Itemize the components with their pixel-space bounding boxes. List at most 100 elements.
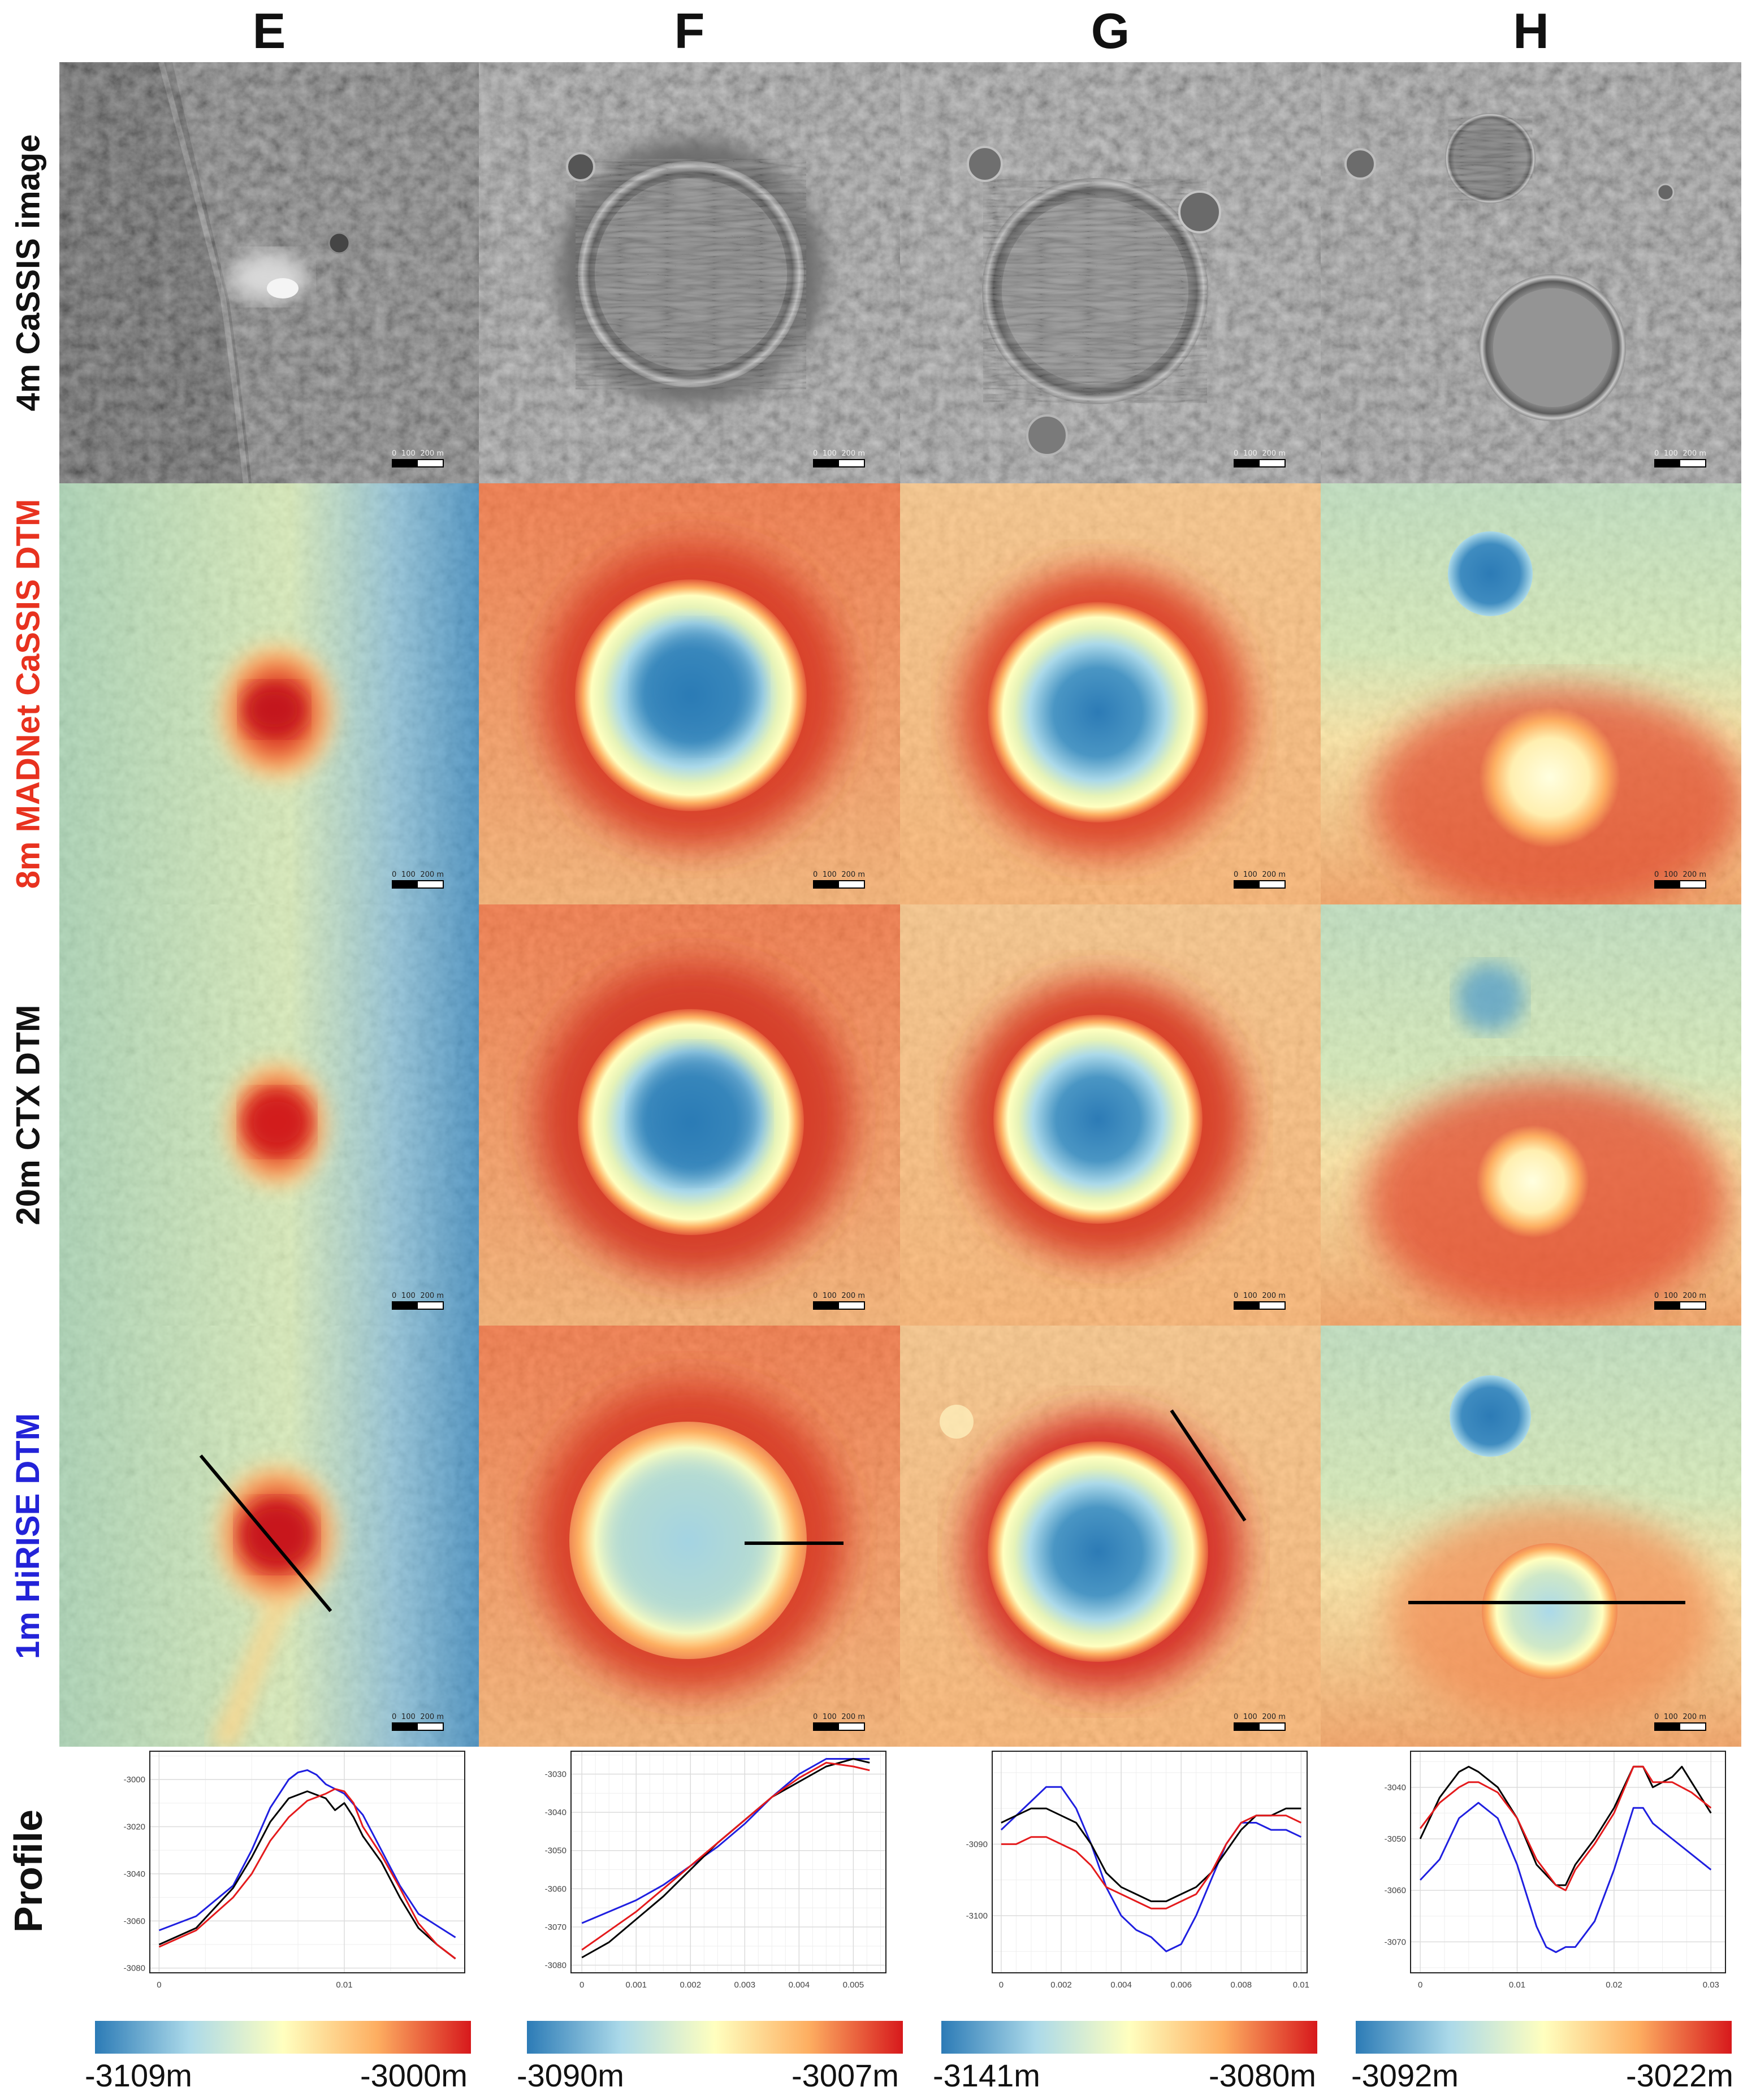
column-title-f: F <box>674 3 705 59</box>
colorbar-max-f: -3007m <box>792 2058 899 2093</box>
colorbar-e <box>95 2021 471 2054</box>
scale-bar: 0 100 200 m <box>1654 1292 1706 1310</box>
series-line-2 <box>1001 1815 1302 1910</box>
profile-line-e <box>199 1454 332 1612</box>
plot-area <box>150 1751 465 1973</box>
profile-chart-h: 0 0.01 0.02 0.03 -3040 -3050 -3060 -3070 <box>1385 1751 1726 1990</box>
profile-chart-g: 0 0.002 0.004 0.006 0.008 0.01 -3090 -3100 <box>966 1751 1309 1990</box>
hirise-dtm-f: 0 100 200 m <box>479 1326 900 1747</box>
row-label-cassis-image: 4m CaSSIS image <box>10 134 47 412</box>
x-tick-label: 0.01 <box>336 1980 352 1990</box>
series-line-2 <box>158 1788 456 1960</box>
series-line-0 <box>1419 1765 1712 1886</box>
plot-frame <box>1410 1751 1726 1973</box>
row-label-ctx-dtm: 20m CTX DTM <box>10 1004 47 1226</box>
scale-bar: 0 100 200 m <box>392 450 444 467</box>
madnet-dtm-f: 0 100 200 m <box>479 483 900 904</box>
plot-area <box>992 1751 1307 1973</box>
scale-bar: 0 100 200 m <box>813 1292 865 1310</box>
ctx-dtm-e: 0 100 200 m <box>59 904 479 1326</box>
series-line-1 <box>1419 1765 1712 1891</box>
row-label-hirise-dtm: 1m HiRISE DTM <box>10 1413 47 1660</box>
profile-chart-e: 0 0.01 -3000 -3020 -3040 -3060 -3080 <box>124 1751 465 1990</box>
colorbar-max-g: -3080m <box>1209 2058 1316 2093</box>
cassis-image-f: 0 100 200 m <box>479 62 900 483</box>
scale-bar: 0 100 200 m <box>392 871 444 889</box>
series-line-1 <box>158 1790 456 1960</box>
series-line-0 <box>158 1769 456 1938</box>
ctx-dtm-h: 0 100 200 m <box>1321 904 1741 1326</box>
x-tick-label: 0.002 <box>680 1980 702 1990</box>
x-tick-label: 0.01 <box>1509 1980 1525 1990</box>
y-tick-label: -3100 <box>966 1911 988 1921</box>
x-tick-label: 0.003 <box>734 1980 756 1990</box>
scale-bar: 0 100 200 m <box>1654 450 1706 467</box>
scale-bar: 0 100 200 m <box>813 450 865 467</box>
y-tick-label: -3040 <box>124 1869 145 1879</box>
colorbar-min-e: -3109m <box>85 2058 192 2093</box>
y-tick-label: -3020 <box>124 1822 145 1831</box>
colorbar-h <box>1356 2021 1732 2054</box>
y-tick-label: -3080 <box>124 1964 145 1973</box>
y-tick-label: -3060 <box>124 1916 145 1926</box>
colorbar-max-e: -3000m <box>360 2058 468 2093</box>
x-tick-label: 0.006 <box>1170 1980 1192 1990</box>
colorbar-max-h: -3022m <box>1626 2058 1733 2093</box>
colorbar-g <box>941 2021 1317 2054</box>
cassis-image-e: 0 100 200 m <box>59 62 479 483</box>
colorbar-f <box>527 2021 903 2054</box>
column-title-g: G <box>1091 3 1130 59</box>
cassis-image-h: 0 100 200 m <box>1321 62 1741 483</box>
scale-bar: 0 100 200 m <box>1654 871 1706 889</box>
y-tick-label: -3030 <box>545 1770 566 1779</box>
madnet-dtm-h: 0 100 200 m <box>1321 483 1741 904</box>
y-tick-label: -3050 <box>545 1846 566 1856</box>
plot-area <box>1411 1751 1725 1973</box>
x-tick-label: 0.002 <box>1050 1980 1072 1990</box>
x-tick-label: 0.03 <box>1703 1980 1719 1990</box>
y-tick-label: -3040 <box>545 1808 566 1817</box>
scale-bar: 0 100 200 m <box>1234 1713 1286 1731</box>
hirise-dtm-g: 0 100 200 m <box>900 1326 1321 1747</box>
row-label-profile: Profile <box>6 1809 51 1933</box>
scale-bar: 0 100 200 m <box>813 871 865 889</box>
y-tick-label: -3070 <box>1385 1937 1406 1947</box>
y-tick-label: -3050 <box>1385 1834 1406 1844</box>
column-title-h: H <box>1513 3 1549 59</box>
x-tick-label: 0 <box>579 1980 584 1990</box>
x-tick-label: 0.001 <box>625 1980 647 1990</box>
plot-frame <box>570 1751 886 1973</box>
series-line-2 <box>581 1761 870 1951</box>
x-tick-label: 0.02 <box>1606 1980 1622 1990</box>
x-tick-label: 0 <box>999 1980 1004 1990</box>
hirise-dtm-e: 0 100 200 m <box>59 1326 479 1747</box>
cassis-image-g: 0 100 200 m <box>900 62 1321 483</box>
plot-frame <box>992 1751 1308 1973</box>
colorbar-min-f: -3090m <box>517 2058 624 2093</box>
series-line-2 <box>1420 1802 1712 1953</box>
ctx-dtm-f: 0 100 200 m <box>479 904 900 1326</box>
profile-chart-f: 0 0.001 0.002 0.003 0.004 0.005 -3030 -3040 -305… <box>545 1751 886 1990</box>
madnet-dtm-e: 0 100 200 m <box>59 483 479 904</box>
colorbar-min-g: -3141m <box>933 2058 1040 2093</box>
row-label-madnet-cassis-dtm: 8m MADNet CaSSIS DTM <box>10 499 47 889</box>
scale-bar: 0 100 200 m <box>1234 871 1286 889</box>
y-tick-label: -3040 <box>1385 1783 1406 1792</box>
madnet-dtm-g: 0 100 200 m <box>900 483 1321 904</box>
y-tick-label: -3080 <box>545 1960 566 1970</box>
series-line-1 <box>1001 1807 1301 1902</box>
x-tick-label: 0.008 <box>1231 1980 1252 1990</box>
plot-area <box>571 1751 886 1973</box>
x-tick-label: 0.004 <box>789 1980 810 1990</box>
scale-bar: 0 100 200 m <box>1654 1713 1706 1731</box>
ctx-dtm-g: 0 100 200 m <box>900 904 1321 1326</box>
x-tick-label: 0 <box>157 1980 161 1990</box>
y-tick-label: -3060 <box>1385 1886 1406 1895</box>
profile-line-g <box>1170 1409 1247 1522</box>
y-tick-label: -3070 <box>545 1923 566 1932</box>
colorbar-min-h: -3092m <box>1351 2058 1459 2093</box>
y-tick-label: -3060 <box>545 1884 566 1894</box>
scale-bar: 0 100 200 m <box>392 1292 444 1310</box>
series-line-0 <box>581 1758 870 1924</box>
plot-frame <box>149 1751 465 1973</box>
